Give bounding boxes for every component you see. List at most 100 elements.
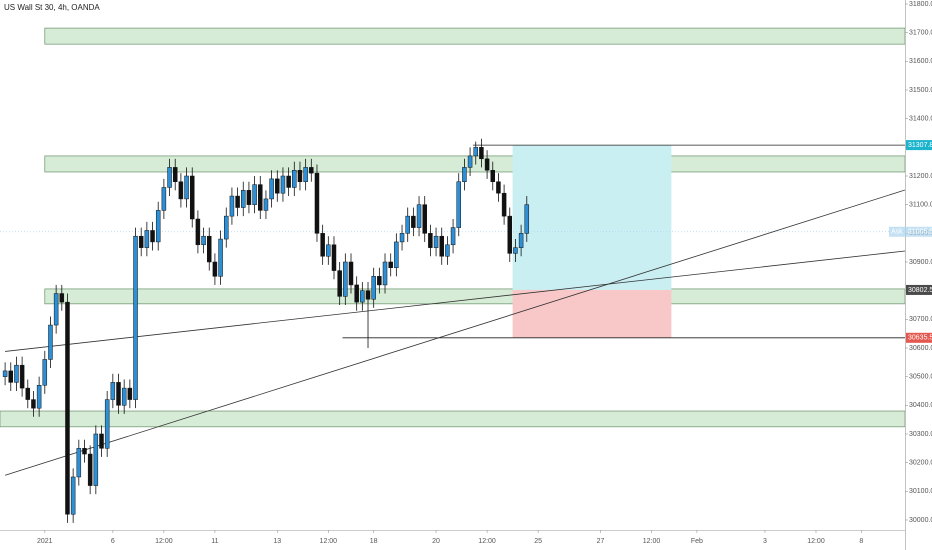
candle-body [87, 453, 93, 486]
x-tick-label: 12:00 [320, 538, 338, 545]
candle-body [224, 215, 229, 240]
candle-body [337, 270, 342, 297]
plot [0, 27, 905, 523]
candle-body [320, 233, 325, 257]
candle-body [331, 244, 337, 271]
y-tick-label: 31600.0 [909, 58, 932, 65]
y-tick-label: 30000.0 [909, 517, 932, 524]
candle-body [354, 284, 359, 303]
candle-body [382, 261, 388, 286]
x-tick-label: 12:00 [478, 538, 496, 545]
x-tick-label: 20 [432, 538, 440, 545]
candle-body [484, 158, 490, 171]
x-tick-label: 13 [273, 538, 281, 545]
x-tick-label: 8 [859, 538, 863, 545]
candle-body [201, 235, 206, 246]
candle-body [258, 184, 263, 211]
candle-body [206, 235, 212, 263]
candle-body [377, 276, 382, 286]
trend-line [4, 189, 905, 476]
candle-body [116, 382, 121, 406]
y-tick-label: 30600.0 [909, 345, 932, 352]
x-tick-label: 12:00 [807, 538, 825, 545]
candle-body [36, 384, 42, 409]
candle-body [297, 170, 303, 182]
ask-value: 31005.5 [908, 229, 932, 236]
candle-body [456, 181, 461, 228]
x-tick-label: 18 [370, 538, 378, 545]
candle-body [76, 448, 82, 478]
candle-body [93, 433, 99, 486]
x-tick-label: 3 [763, 538, 767, 545]
candle-body [218, 238, 223, 277]
candle-body [513, 247, 518, 254]
candle-body [439, 235, 444, 257]
candle-body [48, 324, 53, 360]
y-tick-label: 30900.0 [909, 259, 932, 266]
candle-body [292, 170, 297, 188]
candle-body [104, 399, 110, 449]
candle-body [110, 382, 116, 400]
candle-body [280, 175, 286, 194]
price-tag [906, 332, 932, 343]
candle-body [212, 261, 218, 277]
candle-body [405, 215, 410, 234]
candle-body [275, 178, 280, 194]
chart-title: US Wall St 30, 4h, OANDA [4, 3, 100, 12]
y-tick-label: 30500.0 [909, 373, 932, 380]
price-tag-label: 30635.5 [908, 335, 932, 342]
candle-body [388, 261, 393, 268]
price-tag-label: 31307.8 [908, 142, 932, 149]
candle-body [59, 293, 65, 303]
candle-body [14, 364, 19, 383]
candle-body [144, 230, 150, 248]
profit-zone [512, 145, 672, 290]
ask-label: Ask [891, 229, 903, 236]
candle-body [241, 190, 246, 208]
candle-body [246, 190, 252, 205]
candle-body [399, 233, 405, 243]
loss-zone [512, 289, 672, 338]
candle-body [161, 187, 167, 211]
candle-body [138, 235, 144, 248]
y-tick-label: 31700.0 [909, 30, 932, 37]
candle-body [263, 198, 269, 211]
y-tick-label: 31800.0 [909, 1, 932, 8]
candle-body [121, 387, 127, 406]
candle-body [365, 290, 371, 300]
candle-body [507, 215, 513, 254]
candle-body [433, 235, 439, 248]
y-tick-label: 31200.0 [909, 173, 932, 180]
candle-body [490, 170, 496, 182]
x-tick-label: 6 [111, 538, 115, 545]
candle-body [8, 370, 14, 383]
candle-body [150, 230, 155, 243]
price-tag [906, 284, 932, 295]
zone [0, 410, 905, 428]
candle-body [462, 167, 467, 182]
candle-body [195, 218, 201, 246]
candle-body [450, 227, 456, 246]
candle-body [314, 172, 320, 234]
x-tick-label: 2021 [37, 538, 53, 545]
candle-body [422, 204, 427, 234]
candle-body [65, 301, 70, 515]
candle-body [189, 175, 195, 220]
y-tick-label: 30300.0 [909, 431, 932, 438]
candle-body [25, 387, 31, 400]
candle-body [360, 290, 365, 303]
x-tick-label: Feb [691, 538, 703, 545]
candle-body [467, 155, 473, 168]
candle-body [42, 359, 48, 386]
ask-tag [889, 226, 932, 237]
candle-body [82, 448, 87, 455]
x-tick-label: 27 [597, 538, 605, 545]
candle-body [501, 192, 507, 217]
candle-body [416, 204, 422, 228]
x-tick-label: 12:00 [155, 538, 173, 545]
candle-body [53, 293, 59, 326]
candle-body [479, 147, 484, 160]
y-tick-label: 30100.0 [909, 488, 932, 495]
